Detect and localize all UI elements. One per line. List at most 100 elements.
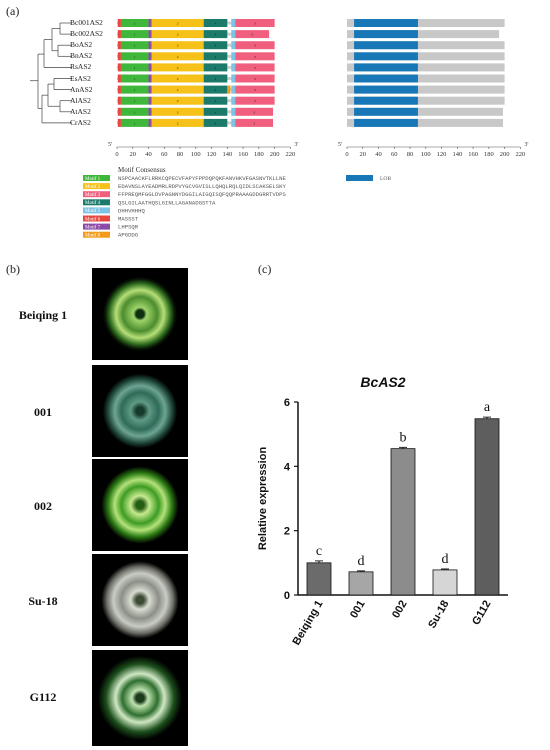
significance-letter: c [316, 544, 322, 559]
sample-label: 002 [34, 499, 52, 513]
motif-number: 1 [134, 22, 136, 26]
motif-4-block [203, 52, 228, 61]
legend-swatch [83, 183, 110, 190]
lob-protein [347, 74, 505, 83]
motif-number: 3 [251, 33, 253, 37]
motif-6-block [117, 118, 121, 127]
axis-tick-label: 100 [191, 151, 201, 158]
gene-label: EsAS2 [70, 73, 91, 83]
motif-8-block [227, 85, 231, 94]
motif-5-block [231, 107, 236, 116]
gene-label: AlAS2 [70, 95, 91, 105]
gene-label: CrAS2 [70, 117, 91, 127]
motif-7-block [148, 41, 152, 50]
legend-motif-seq: NSPCAACKFLRRKCQPECVFAPYFPPDQPQKFANVHKVFG… [118, 175, 286, 182]
gene-label: AtAS2 [70, 106, 91, 116]
legend-motif-name: Motif 2 [85, 185, 101, 190]
axis-tick-label: 200 [270, 151, 280, 158]
lob-protein [347, 85, 505, 94]
axis-tick-label: 120 [437, 151, 447, 158]
motif-4-block [203, 74, 228, 83]
motif-3-block [235, 96, 275, 105]
legend-motif-seq: APGDDG [118, 232, 139, 239]
x-tick-label: 001 [348, 599, 368, 621]
legend-motif-seq: LHPSQR [118, 224, 139, 231]
legend-swatch [83, 175, 110, 181]
motif-number: 4 [215, 77, 217, 81]
motif-5-block [231, 118, 236, 127]
motif-4-block [203, 96, 228, 105]
lob-domain [354, 30, 418, 39]
bar [306, 562, 332, 596]
motif-4-block [203, 30, 228, 39]
legend-motif-seq: MASSST [118, 216, 139, 223]
motif-1-block [120, 96, 149, 105]
x-tick-label: 002 [390, 599, 410, 621]
gene-label: Bc001AS2 [70, 18, 103, 27]
gene-label: BnAS2 [70, 51, 93, 61]
motif-number: 3 [254, 88, 256, 92]
panel-label-c: (c) [258, 262, 272, 276]
bar [474, 418, 500, 596]
motif-6-block [117, 30, 121, 39]
axis-tick-label: 100 [421, 151, 431, 158]
chart-title: BcAS2 [360, 374, 405, 390]
legend-motif-name: Motif 8 [85, 234, 101, 239]
bar [432, 569, 458, 596]
motif-number: 1 [134, 33, 136, 37]
lob-protein [347, 63, 505, 72]
y-tick-label: 4 [284, 461, 291, 473]
motif-number: 1 [134, 110, 136, 114]
motif-number: 2 [177, 110, 179, 114]
motif-number: 3 [254, 55, 256, 59]
significance-letter: a [484, 400, 491, 415]
plant-photo [92, 554, 188, 646]
motif-number: 2 [177, 44, 179, 48]
motif-number: 4 [215, 121, 217, 125]
lob-protein [347, 52, 505, 61]
legend-motif-seq: DHHVHHHQ [118, 207, 145, 214]
motif-3-block [235, 85, 275, 94]
motif-number: 1 [134, 88, 136, 92]
motif-5-block [231, 41, 236, 50]
lob-domain [354, 52, 418, 61]
legend-motif-name: Motif 3 [85, 193, 101, 198]
bar [348, 571, 374, 596]
axis-tick-label: 160 [468, 151, 478, 158]
motif-1-block [120, 74, 149, 83]
lob-domain [354, 96, 418, 105]
motif-1-block [120, 63, 149, 72]
motif-number: 3 [254, 66, 256, 70]
motif-3-block [235, 19, 275, 27]
legend-swatch [83, 199, 110, 206]
motif-number: 4 [215, 88, 217, 92]
legend-swatch [83, 223, 110, 230]
motif-7-block [148, 85, 152, 94]
motif-6-block [117, 85, 121, 94]
motif-6-block [117, 63, 121, 72]
axis-tick-label: 60 [391, 151, 398, 158]
significance-letter: b [400, 430, 407, 445]
three-prime-end: 3' [294, 142, 298, 148]
motif-number: 2 [177, 33, 179, 37]
motif-3-block [235, 52, 275, 61]
motif-number: 2 [177, 77, 179, 81]
axis-tick-label: 20 [130, 151, 137, 158]
sample-label: Su-18 [28, 594, 58, 608]
motif-6-block [117, 96, 121, 105]
lob-protein [347, 96, 505, 105]
phylogenetic-tree [30, 22, 72, 124]
legend-motif-seq: QSLGILAATHQSLGINLLAGANADGSTTA [118, 199, 216, 206]
motif-3-block [235, 107, 274, 116]
motif-3-block [235, 41, 275, 50]
axis-tick-label: 160 [238, 151, 248, 158]
lob-domain [354, 63, 418, 72]
axis-tick-label: 60 [161, 151, 168, 158]
sample-label: Beiqing 1 [18, 308, 68, 322]
gene-label: AnAS2 [70, 84, 93, 94]
axis-tick-label: 220 [515, 151, 525, 158]
motif-7-block [148, 52, 152, 61]
lob-domain [354, 19, 418, 27]
motif-1-block [120, 30, 149, 39]
motif-number: 2 [177, 66, 179, 70]
